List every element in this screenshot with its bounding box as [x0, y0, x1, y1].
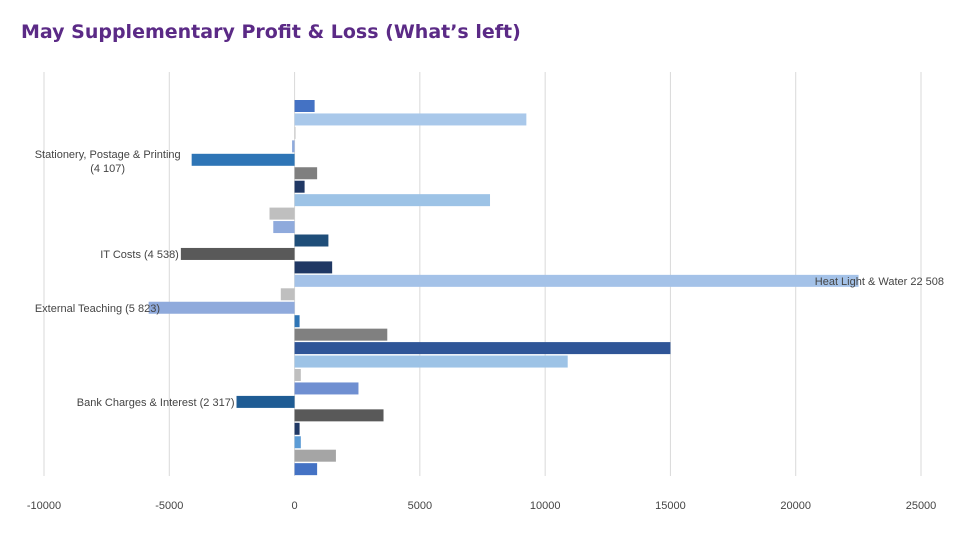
bar-label: External Teaching (5 823) — [35, 303, 160, 315]
bar — [294, 409, 384, 422]
bars — [148, 100, 859, 476]
bar-label: IT Costs (4 538) — [100, 249, 179, 261]
bar — [294, 274, 859, 287]
bar — [294, 234, 329, 247]
bar — [294, 261, 333, 274]
x-tick-label: -5000 — [155, 500, 183, 512]
x-tick-label: -10000 — [27, 500, 61, 512]
bar — [294, 463, 318, 476]
bar — [294, 382, 359, 395]
bar — [294, 422, 300, 435]
bar — [280, 288, 295, 301]
bar — [294, 355, 568, 368]
bar — [294, 449, 336, 462]
bar-labels: Stationery, Postage & Printing (4 107) IT … — [35, 149, 944, 409]
bar — [294, 436, 301, 449]
bar — [294, 100, 315, 112]
bar — [294, 113, 527, 126]
chart-title: May Supplementary Profit & Loss (What’s … — [21, 21, 521, 43]
x-tick-label: 15000 — [655, 500, 686, 512]
bar — [236, 395, 295, 408]
bar — [148, 301, 295, 314]
bar — [294, 328, 388, 341]
bar — [273, 221, 295, 234]
bar-label: Stationery, Postage & Printing (4 107) — [35, 149, 181, 175]
gridlines — [43, 72, 922, 476]
bar — [269, 207, 295, 220]
bar-label: Bank Charges & Interest (2 317) — [77, 397, 235, 409]
bar — [191, 153, 295, 166]
bar — [294, 342, 671, 355]
bar — [294, 126, 296, 139]
bar — [180, 247, 295, 260]
bar — [294, 167, 318, 180]
x-tick-label: 5000 — [408, 500, 432, 512]
x-tick-label: 25000 — [906, 500, 937, 512]
bar-label: Heat Light & Water 22 508 — [815, 276, 944, 288]
x-tick-label: 10000 — [530, 500, 561, 512]
bar — [294, 315, 300, 328]
bar — [294, 180, 305, 193]
bar — [292, 140, 295, 153]
x-tick-label: 0 — [292, 500, 298, 512]
x-tick-label: 20000 — [780, 500, 811, 512]
bar — [294, 194, 491, 207]
x-tick-labels: -10000 -5000 0 5000 10000 15000 20000 25000 — [27, 500, 936, 512]
bar — [294, 369, 301, 381]
